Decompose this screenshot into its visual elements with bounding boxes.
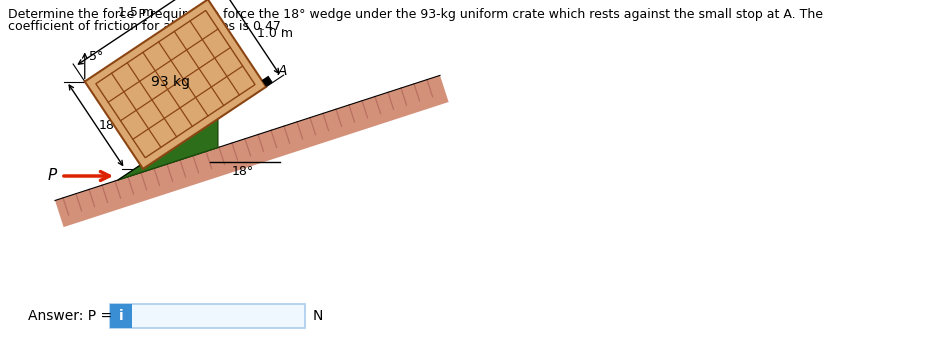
Text: Determine the force P required to force the 18° wedge under the 93-kg uniform cr: Determine the force P required to force … <box>8 8 823 21</box>
Text: coefficient of friction for all surfaces is 0.47.: coefficient of friction for all surfaces… <box>8 20 285 33</box>
Text: 18°: 18° <box>232 165 254 178</box>
Polygon shape <box>262 76 273 87</box>
Text: 1.5 m: 1.5 m <box>118 6 155 20</box>
Polygon shape <box>55 75 449 227</box>
Text: N: N <box>313 309 323 323</box>
Text: 93 kg: 93 kg <box>151 75 190 89</box>
Polygon shape <box>118 114 218 180</box>
Text: 18°: 18° <box>99 119 121 132</box>
Text: P: P <box>47 169 57 184</box>
Text: i: i <box>118 309 123 323</box>
Text: 5°: 5° <box>88 49 103 63</box>
FancyBboxPatch shape <box>110 304 305 328</box>
Text: Answer: P =: Answer: P = <box>28 309 112 323</box>
FancyBboxPatch shape <box>110 304 132 328</box>
Text: 1.0 m: 1.0 m <box>257 27 293 40</box>
Text: A: A <box>278 64 288 78</box>
Polygon shape <box>85 0 266 169</box>
